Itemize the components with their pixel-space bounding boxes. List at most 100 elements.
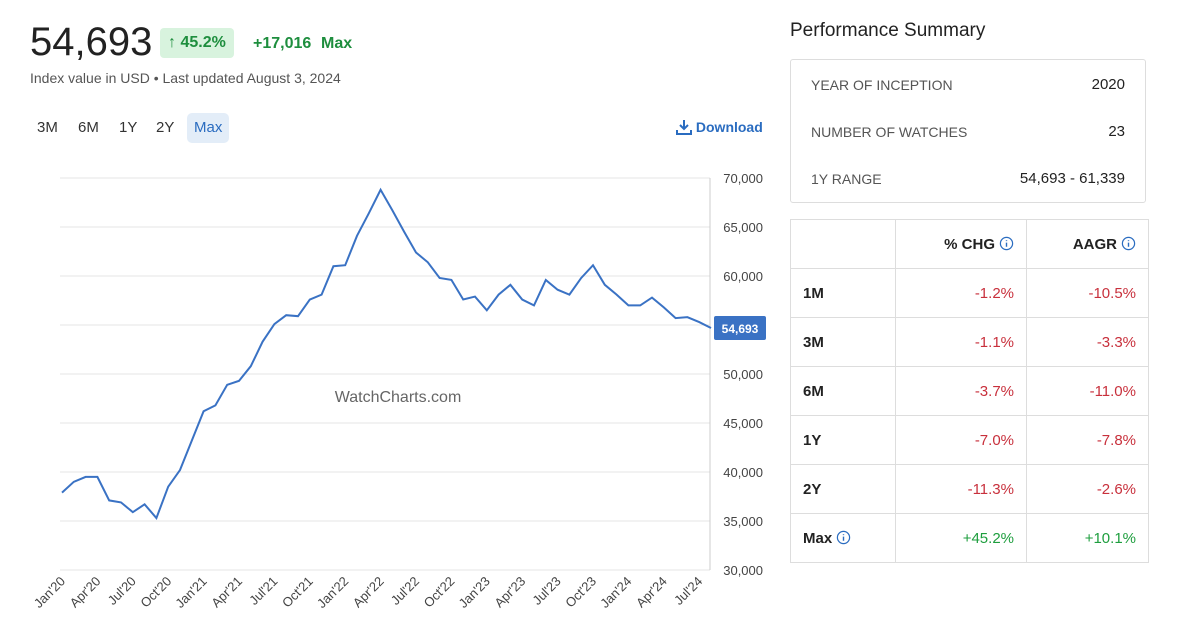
range-button[interactable]: 1Y xyxy=(119,119,138,136)
range-button[interactable]: 3M xyxy=(37,119,58,136)
value-cell: -3.7% xyxy=(895,366,1027,416)
y-tick-label: 50,000 xyxy=(723,367,763,382)
x-tick-label: Jul'23 xyxy=(529,574,563,608)
y-tick-label: 45,000 xyxy=(723,416,763,431)
value-cell: +10.1% xyxy=(1026,513,1149,563)
period: 6M xyxy=(803,382,824,400)
period: 2Y xyxy=(803,480,822,498)
value-cell: -11.0% xyxy=(1026,366,1149,416)
summary-key: NUMBER OF WATCHES xyxy=(811,124,968,140)
change-pct: 45.2% xyxy=(180,34,226,51)
download-icon xyxy=(676,120,692,135)
performance-table: % CHG AAGR 1M -1.2% -10.5% 3M -1.1% -3.3% 6M -3.7… xyxy=(790,219,1149,563)
summary-box: YEAR OF INCEPTION 2020 NUMBER OF WATCHES 23… xyxy=(790,59,1146,203)
range-button[interactable]: 2Y xyxy=(156,119,175,136)
x-tick-label: Jul'24 xyxy=(671,574,705,608)
period-cell: 6M xyxy=(790,366,896,416)
download-button[interactable]: Download xyxy=(676,119,763,135)
subtitle: Index value in USD • Last updated August… xyxy=(30,70,341,86)
summary-key: 1Y RANGE xyxy=(811,171,882,187)
header-label: % CHG xyxy=(944,235,995,253)
y-tick-label: 40,000 xyxy=(723,465,763,480)
period: 3M xyxy=(803,333,824,351)
x-tick-label: Apr'24 xyxy=(633,574,670,611)
value: -7.8% xyxy=(1096,431,1136,449)
price-line xyxy=(61,187,712,520)
x-tick-label: Oct'20 xyxy=(137,574,174,611)
value: -2.6% xyxy=(1096,480,1136,498)
x-tick-label: Jul'20 xyxy=(105,574,139,608)
change-period: Max xyxy=(321,35,353,52)
value: -3.7% xyxy=(974,382,1014,400)
y-tick-label: 35,000 xyxy=(723,514,763,529)
info-icon[interactable] xyxy=(836,530,851,545)
x-tick-label: Oct'22 xyxy=(421,574,458,611)
chart: 30,00035,00040,00045,00050,00055,00060,0… xyxy=(31,171,766,611)
table-row: Max +45.2% +10.1% xyxy=(790,513,1149,563)
value-cell: -7.8% xyxy=(1026,415,1149,465)
table-row: 1Y -7.0% -7.8% xyxy=(790,415,1149,465)
info-icon[interactable] xyxy=(1121,236,1136,251)
summary-key: YEAR OF INCEPTION xyxy=(811,77,953,93)
y-tick-label: 65,000 xyxy=(723,220,763,235)
summary-title: Performance Summary xyxy=(790,20,986,41)
period: Max xyxy=(803,529,833,547)
summary-value: 2020 xyxy=(1091,76,1125,93)
x-tick-label: Jan'22 xyxy=(314,574,351,611)
value: -10.5% xyxy=(1088,284,1136,302)
summary-row: YEAR OF INCEPTION 2020 xyxy=(791,60,1145,107)
value-cell: +45.2% xyxy=(895,513,1027,563)
value: +45.2% xyxy=(962,529,1014,547)
x-tick-label: Apr'22 xyxy=(350,574,387,611)
header-cell xyxy=(790,219,896,269)
header-cell: % CHG xyxy=(895,219,1027,269)
period-cell: 1M xyxy=(790,268,896,318)
table-row: 2Y -11.3% -2.6% xyxy=(790,464,1149,514)
table-row: 1M -1.2% -10.5% xyxy=(790,268,1149,318)
value: -11.3% xyxy=(967,480,1014,498)
x-tick-label: Jan'24 xyxy=(597,574,634,611)
period: 1M xyxy=(803,284,824,302)
value: -7.0% xyxy=(974,431,1014,449)
watermark: WatchCharts.com xyxy=(335,389,462,406)
header-cell: AAGR xyxy=(1026,219,1149,269)
x-tick-label: Jul'21 xyxy=(246,574,280,608)
x-tick-label: Oct'21 xyxy=(279,574,316,611)
info-icon[interactable] xyxy=(999,236,1014,251)
value-cell: -3.3% xyxy=(1026,317,1149,367)
download-label: Download xyxy=(695,119,763,135)
index-value: 54,693 xyxy=(30,20,153,64)
range-button[interactable]: Max xyxy=(187,113,230,143)
value-cell: -10.5% xyxy=(1026,268,1149,318)
x-tick-label: Jul'22 xyxy=(388,574,422,608)
value: -11.0% xyxy=(1089,382,1136,400)
period-cell: Max xyxy=(790,513,896,563)
table-row: 6M -3.7% -11.0% xyxy=(790,366,1149,416)
value: -1.2% xyxy=(974,284,1014,302)
header-label: AAGR xyxy=(1072,235,1117,253)
x-tick-label: Apr'23 xyxy=(491,574,528,611)
value-cell: -2.6% xyxy=(1026,464,1149,514)
summary-row: 1Y RANGE 54,693 - 61,339 xyxy=(791,154,1145,201)
summary-row: NUMBER OF WATCHES 23 xyxy=(791,107,1145,154)
range-button[interactable]: 6M xyxy=(78,119,99,136)
value-cell: -11.3% xyxy=(895,464,1027,514)
current-value-tag xyxy=(714,316,766,341)
x-tick-label: Apr'20 xyxy=(67,574,104,611)
summary-value: 23 xyxy=(1108,123,1125,140)
value: +10.1% xyxy=(1084,529,1136,547)
value-cell: -1.1% xyxy=(895,317,1027,367)
period-cell: 1Y xyxy=(790,415,896,465)
summary-value: 54,693 - 61,339 xyxy=(1019,170,1125,187)
change-pill: ↑ 45.2% xyxy=(160,28,234,58)
period-cell: 2Y xyxy=(790,464,896,514)
value: -3.3% xyxy=(1096,333,1136,351)
x-tick-label: Oct'23 xyxy=(562,574,599,611)
value: -1.1% xyxy=(974,333,1014,351)
change-abs: +17,016 xyxy=(253,35,312,52)
x-tick-label: Apr'21 xyxy=(208,574,245,611)
current-value-label: 54,693 xyxy=(722,322,759,336)
value-cell: -7.0% xyxy=(895,415,1027,465)
y-tick-label: 60,000 xyxy=(723,269,763,284)
